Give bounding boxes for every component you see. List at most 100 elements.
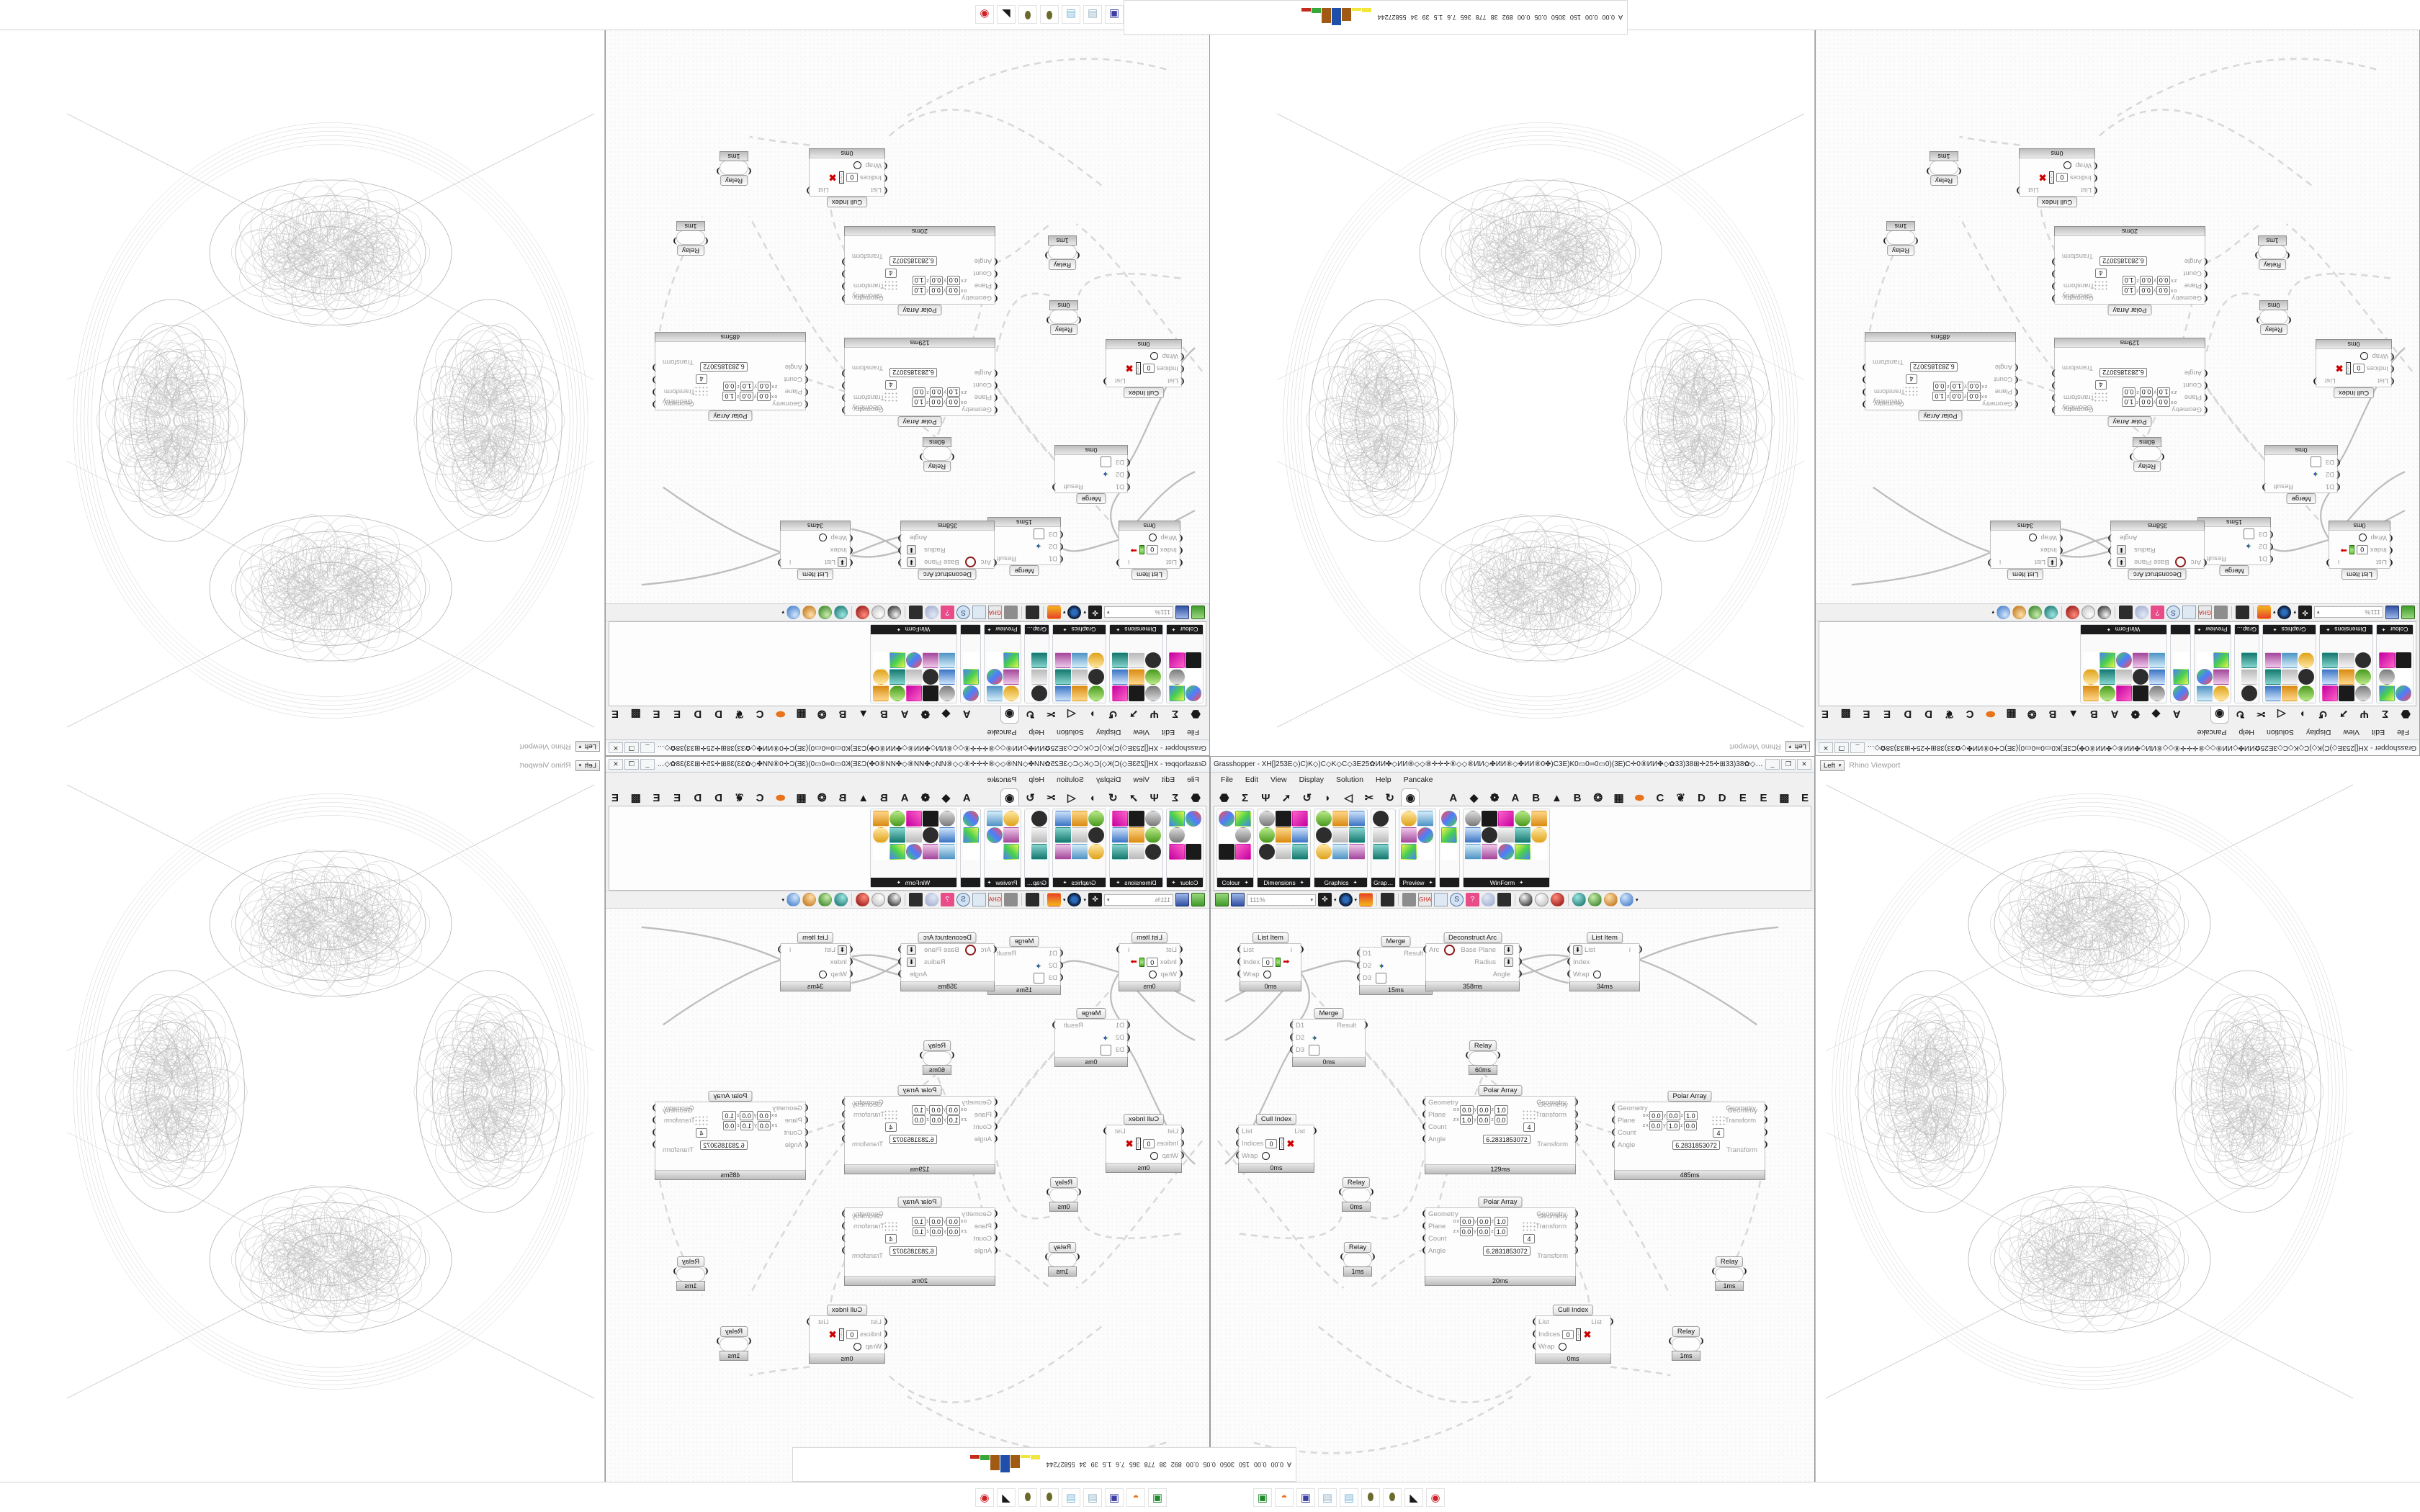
ribbon-component-icon[interactable] [1417, 827, 1434, 843]
ribbon-overflow-tab-6[interactable]: B [2048, 708, 2057, 721]
ribbon-component-icon[interactable] [2172, 652, 2189, 668]
input-port-icon[interactable]: ❨ [1421, 1122, 1428, 1131]
taskbar-save-64-icon[interactable]: ▣ [1105, 1488, 1124, 1507]
ribbon-component-icon[interactable] [889, 685, 905, 701]
ribbon-component-icon[interactable] [1088, 811, 1104, 827]
output-port-icon[interactable]: ❩ [1494, 1051, 1502, 1060]
menu-item-view[interactable]: View [1133, 775, 1150, 784]
canvas-node[interactable]: Relay ❨ ❩ 0ms [2255, 300, 2293, 335]
output-port-icon[interactable]: ❩ [1861, 400, 1868, 408]
input-port-icon[interactable]: ❨ [992, 1246, 999, 1255]
chevron-down-icon[interactable]: ▾ [1062, 897, 1066, 903]
ribbon-component-icon[interactable] [872, 827, 889, 843]
input-port-icon[interactable]: ❨ [1421, 1234, 1428, 1243]
ribbon-tab-8[interactable]: ↻ [2236, 708, 2245, 720]
ribbon-tab-0[interactable]: ⬣ [1191, 792, 1201, 804]
balloon-icon[interactable] [924, 893, 938, 906]
ribbon-overflow-tab-5[interactable]: ▲ [858, 791, 869, 804]
node-body[interactable]: ❨ List List ❩ ❨ Indices 0 0 1 2 ✖ ❨ Wrap [1234, 1125, 1318, 1164]
ribbon-tab-0[interactable]: ⬣ [1219, 792, 1229, 804]
ribbon-group-colour[interactable]: Colour ✦ [2376, 624, 2414, 703]
input-port-icon[interactable]: ❨ [992, 369, 999, 377]
input-port-icon[interactable]: ❨ [1421, 1222, 1428, 1230]
ribbon-overflow-tab-13[interactable]: D [1904, 708, 1912, 721]
ribbon-component-icon[interactable] [922, 827, 938, 843]
ribbon-component-icon[interactable] [2132, 669, 2148, 685]
window-controls[interactable]: _ ❐ ✕ [609, 759, 655, 770]
input-port-icon[interactable]: ❨ [1074, 251, 1081, 259]
window-controls[interactable]: _ ❐ ✕ [1765, 759, 1811, 770]
ribbon-group-icons[interactable] [1029, 809, 1049, 878]
gha-assembly-icon[interactable]: GHA [2197, 606, 2212, 619]
input-port-icon[interactable]: ❨ [2202, 282, 2209, 290]
input-port-icon[interactable]: ❨ [745, 166, 753, 175]
relay-node-body[interactable]: ❨ ❩ [715, 161, 753, 175]
ribbon-overflow-tab-11[interactable]: ❦ [1945, 708, 1954, 720]
ribbon-component-icon[interactable] [2099, 685, 2115, 701]
node-name-label[interactable]: Cull Index [1123, 1114, 1165, 1125]
input-port-icon[interactable]: ❨ [702, 236, 709, 245]
canvas-node[interactable]: List Item ❨ List i ❩ ❨ Index 0 ➡ ❨ Wrap 0ms [1115, 932, 1184, 991]
input-port-icon[interactable]: ❨ [2388, 352, 2396, 361]
canvas-node[interactable]: Relay ❨ ❩ 0ms [1045, 300, 1083, 335]
input-port-icon[interactable]: ❨ [882, 1318, 889, 1326]
save-file-icon[interactable] [1231, 893, 1245, 906]
ribbon-component-icon[interactable] [1316, 844, 1332, 860]
node-name-label[interactable]: Relay [1672, 1326, 1700, 1337]
output-port-icon[interactable]: ❩ [2107, 534, 2114, 542]
output-port-icon[interactable]: ❩ [897, 970, 904, 978]
ribbon-component-icon[interactable] [1235, 844, 1251, 860]
output-port-icon[interactable]: ❩ [897, 958, 904, 966]
output-port-icon[interactable]: ❩ [841, 1222, 848, 1230]
indices-value[interactable]: 0 [1562, 1330, 1574, 1339]
menu-item-edit[interactable]: Edit [1161, 775, 1175, 784]
ribbon-component-icon[interactable] [2099, 669, 2115, 685]
node-body[interactable]: ❨ List List ❩ ❨ Indices 0 0 1 2 ✖ ❨ Wrap [2015, 158, 2099, 197]
ribbon-component-icon[interactable] [905, 669, 922, 685]
ribbon-component-icon[interactable] [1373, 811, 1389, 827]
count-value[interactable]: 4 [1906, 374, 1917, 384]
ribbon-component-icon[interactable] [1055, 844, 1071, 860]
ribbon-component-icon[interactable] [1088, 827, 1104, 843]
wrap-toggle-icon[interactable] [1558, 1343, 1567, 1351]
ribbon-component-icon[interactable] [1401, 844, 1417, 860]
ribbon-overflow-tab-12[interactable]: D [1924, 708, 1933, 721]
mesh-orange-icon[interactable] [1604, 893, 1618, 906]
preview-eye-icon[interactable] [1067, 606, 1082, 619]
ribbon-group-dimensions[interactable]: Dimensions ✦ [1257, 809, 1311, 888]
ribbon-tab-5[interactable]: ◗ [1089, 791, 1096, 804]
input-port-icon[interactable]: ❨ [1711, 1267, 1718, 1276]
index-value[interactable]: 0 [2356, 545, 2368, 554]
ribbon-overflow-tab-0[interactable]: A [962, 791, 971, 804]
taskbar-firefox-icon[interactable]: ◓ [1275, 1488, 1294, 1507]
ribbon-component-icon[interactable] [1235, 827, 1251, 843]
plane-axis-value[interactable]: 0.0 [757, 1111, 771, 1120]
node-name-label[interactable]: Relay [676, 1256, 705, 1267]
ribbon-overflow-tab-1[interactable]: ◆ [941, 708, 951, 720]
ribbon-group-winform[interactable]: WinForm ✦ [1463, 809, 1551, 888]
output-port-icon[interactable]: ❩ [841, 393, 848, 402]
input-port-icon[interactable]: ❨ [802, 375, 810, 384]
ribbon-group-colour[interactable]: Colour ✦ [1216, 809, 1254, 888]
input-port-icon[interactable]: ❨ [2092, 186, 2099, 194]
window-title-bar[interactable]: Grasshopper - XH[]253E◇)C)K◇)C◇K◇C◇3E25✿… [1816, 739, 2419, 755]
count-value[interactable]: 4 [885, 380, 897, 390]
ribbon-overflow-tab-11[interactable]: ❦ [1676, 792, 1685, 804]
ribbon-component-icon[interactable] [2379, 669, 2395, 685]
input-port-icon[interactable]: ❨ [2092, 161, 2099, 170]
ribbon-group-expand-icon[interactable]: ✦ [1116, 880, 1121, 886]
chevron-down-icon[interactable]: ▾ [1334, 897, 1337, 903]
relay-node-body[interactable]: ❨ ❩ [672, 230, 709, 245]
input-port-icon[interactable]: ❨ [1289, 1033, 1296, 1042]
taskbar-rhino-icon[interactable]: ◉ [1426, 1488, 1445, 1507]
relay-node-body[interactable]: ❨ ❩ [1925, 161, 1963, 175]
node-body[interactable]: ❨ List i ❩ ❨ Index 0 ➡ ❨ Wrap [1236, 943, 1305, 982]
viewport-view-selector[interactable]: Left ▾ [1785, 741, 1810, 752]
menu-item-display[interactable]: Display [1095, 775, 1121, 784]
window-title-bar[interactable]: Grasshopper - XH[]253E◇)C)K◇)C◇K◇C◇3E25✿… [1211, 757, 1814, 773]
ribbon-component-icon[interactable] [1186, 811, 1201, 827]
plane-axis-value[interactable]: 0.0 [1683, 1121, 1698, 1130]
